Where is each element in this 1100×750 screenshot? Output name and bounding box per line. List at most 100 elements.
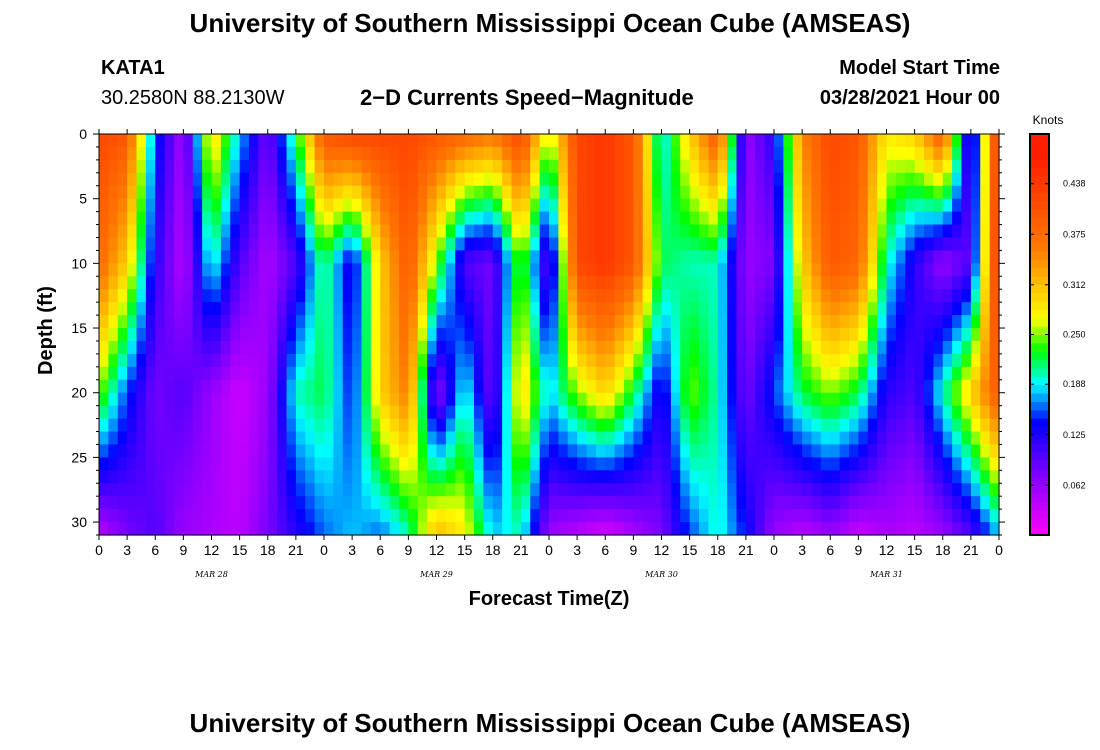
heatmap-cell bbox=[220, 276, 231, 290]
heatmap-cell bbox=[839, 159, 850, 174]
heatmap-cell bbox=[942, 509, 953, 523]
heatmap-cell bbox=[708, 276, 719, 290]
heatmap-cell bbox=[736, 418, 747, 433]
heatmap-cell bbox=[464, 198, 475, 213]
heatmap-cell bbox=[783, 224, 794, 239]
heatmap-cell bbox=[605, 353, 616, 368]
heatmap-cell bbox=[661, 340, 672, 355]
heatmap-cell bbox=[352, 302, 363, 316]
heatmap-cell bbox=[474, 431, 484, 446]
heatmap-cell bbox=[474, 457, 484, 471]
heatmap-cell bbox=[108, 405, 119, 420]
heatmap-cell bbox=[774, 444, 784, 458]
heatmap-cell bbox=[961, 263, 972, 277]
heatmap-cell bbox=[380, 172, 391, 187]
heatmap-cell bbox=[286, 211, 297, 226]
heatmap-cell bbox=[136, 211, 147, 226]
heatmap-cell bbox=[483, 302, 494, 316]
heatmap-cell bbox=[474, 509, 484, 523]
heatmap-cell bbox=[333, 237, 344, 252]
heatmap-cell bbox=[314, 250, 325, 264]
heatmap-cell bbox=[417, 263, 428, 277]
heatmap-cell bbox=[614, 289, 625, 303]
heatmap-cell bbox=[708, 405, 719, 420]
heatmap-cell bbox=[474, 418, 484, 433]
heatmap-cell bbox=[764, 224, 775, 239]
heatmap-cell bbox=[970, 289, 981, 303]
heatmap-cell bbox=[314, 159, 325, 174]
y-tick-label: 30 bbox=[71, 514, 87, 530]
heatmap-cell bbox=[99, 483, 109, 497]
heatmap-cell bbox=[399, 418, 409, 433]
heatmap-cell bbox=[520, 405, 531, 420]
heatmap-cell bbox=[127, 418, 138, 433]
heatmap-cell bbox=[699, 405, 709, 420]
heatmap-cell bbox=[220, 405, 231, 420]
heatmap-cell bbox=[558, 211, 569, 226]
heatmap-cell bbox=[774, 353, 784, 368]
heatmap-cell bbox=[670, 509, 681, 523]
colorbar-swatch bbox=[1030, 451, 1049, 461]
heatmap-cell bbox=[286, 315, 297, 329]
heatmap-cell bbox=[492, 250, 503, 264]
heatmap-cell bbox=[858, 496, 869, 510]
heatmap-cell bbox=[830, 483, 841, 497]
heatmap-cell bbox=[380, 496, 391, 510]
heatmap-cell bbox=[764, 250, 775, 264]
heatmap-cell bbox=[802, 263, 813, 277]
heatmap-cell bbox=[549, 302, 559, 316]
heatmap-cell bbox=[277, 366, 288, 381]
heatmap-cell bbox=[267, 185, 278, 200]
heatmap-cell bbox=[258, 405, 269, 420]
heatmap-cell bbox=[942, 237, 953, 252]
heatmap-cell bbox=[577, 340, 588, 355]
heatmap-cell bbox=[886, 211, 897, 226]
heatmap-cell bbox=[192, 146, 203, 161]
heatmap-cell bbox=[436, 237, 447, 252]
heatmap-cell bbox=[211, 496, 222, 510]
heatmap-cell bbox=[164, 159, 175, 174]
heatmap-cell bbox=[117, 444, 128, 458]
heatmap-cell bbox=[183, 250, 194, 264]
heatmap-cell bbox=[108, 470, 119, 484]
heatmap-cell bbox=[792, 457, 803, 471]
heatmap-cell bbox=[577, 483, 588, 497]
heatmap-cell bbox=[914, 392, 925, 407]
heatmap-cell bbox=[736, 276, 747, 290]
heatmap-cell bbox=[511, 379, 522, 394]
heatmap-cell bbox=[989, 405, 1000, 420]
heatmap-cell bbox=[155, 237, 166, 252]
heatmap-cell bbox=[614, 470, 625, 484]
heatmap-cell bbox=[670, 302, 681, 316]
heatmap-cell bbox=[155, 392, 166, 407]
heatmap-cell bbox=[633, 431, 644, 446]
heatmap-cell bbox=[558, 276, 569, 290]
x-tick-label: 9 bbox=[854, 542, 862, 558]
heatmap-cell bbox=[867, 185, 878, 200]
heatmap-cell bbox=[277, 496, 288, 510]
heatmap-cell bbox=[727, 263, 738, 277]
heatmap-cell bbox=[117, 522, 128, 536]
heatmap-cell bbox=[633, 185, 644, 200]
heatmap-cell bbox=[99, 172, 109, 187]
heatmap-cell bbox=[530, 392, 541, 407]
heatmap-cell bbox=[108, 328, 119, 342]
heatmap-cell bbox=[652, 315, 663, 329]
heatmap-cell bbox=[295, 134, 306, 148]
heatmap-cell bbox=[520, 159, 531, 174]
heatmap-cell bbox=[633, 353, 644, 368]
heatmap-cell bbox=[174, 470, 184, 484]
heatmap-cell bbox=[952, 134, 963, 148]
heatmap-cell bbox=[924, 353, 934, 368]
heatmap-cell bbox=[361, 172, 372, 187]
heatmap-cell bbox=[830, 392, 841, 407]
heatmap-cell bbox=[839, 134, 850, 148]
heatmap-cell bbox=[220, 146, 231, 161]
heatmap-cell bbox=[877, 470, 888, 484]
heatmap-cell bbox=[361, 211, 372, 226]
heatmap-cell bbox=[642, 418, 653, 433]
heatmap-cell bbox=[445, 522, 456, 536]
heatmap-cell bbox=[933, 353, 944, 368]
heatmap-cell bbox=[108, 315, 119, 329]
heatmap-cell bbox=[586, 224, 597, 239]
